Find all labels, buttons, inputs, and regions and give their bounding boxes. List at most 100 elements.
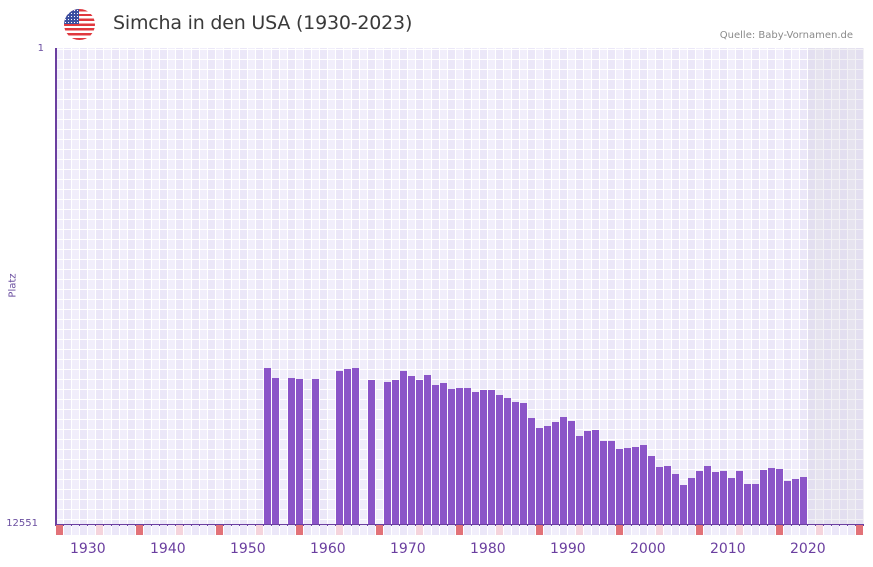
bar-2002[interactable]: [648, 456, 655, 524]
bar-2003[interactable]: [656, 467, 663, 524]
bar-2015[interactable]: [752, 484, 759, 524]
year-marker: [736, 525, 743, 535]
bar-1977[interactable]: [448, 389, 455, 524]
bar-1992[interactable]: [568, 421, 575, 524]
bar-1979[interactable]: [464, 388, 471, 524]
year-marker: [384, 525, 391, 535]
year-marker: [440, 525, 447, 535]
year-marker: [448, 525, 455, 535]
bar-2006[interactable]: [680, 485, 687, 524]
bar-2005[interactable]: [672, 474, 679, 524]
bar-2000[interactable]: [632, 447, 639, 524]
bar-1994[interactable]: [584, 431, 591, 524]
bar-1981[interactable]: [480, 390, 487, 524]
x-tick-2020: 2020: [790, 541, 826, 557]
year-marker: [320, 525, 327, 535]
bar-1996[interactable]: [600, 441, 607, 524]
x-tick-1990: 1990: [550, 541, 586, 557]
year-marker: [256, 525, 263, 535]
bar-1986[interactable]: [520, 403, 527, 524]
bar-2014[interactable]: [744, 484, 751, 524]
bar-1998[interactable]: [616, 449, 623, 524]
year-marker: [160, 525, 167, 535]
bar-1988[interactable]: [536, 428, 543, 524]
bar-2020[interactable]: [792, 479, 799, 524]
year-marker: [304, 525, 311, 535]
bar-1990[interactable]: [552, 422, 559, 524]
year-marker: [464, 525, 471, 535]
bar-1965[interactable]: [352, 368, 359, 524]
bar-2016[interactable]: [760, 470, 767, 524]
bar-2013[interactable]: [736, 471, 743, 524]
bar-1957[interactable]: [288, 378, 295, 524]
bar-2007[interactable]: [688, 478, 695, 524]
bar-1985[interactable]: [512, 402, 519, 524]
us-flag-icon: [64, 9, 95, 40]
year-marker: [432, 525, 439, 535]
bar-1995[interactable]: [592, 430, 599, 524]
year-marker: [608, 525, 615, 535]
bar-1975[interactable]: [432, 385, 439, 524]
bar-1997[interactable]: [608, 441, 615, 524]
year-marker: [480, 525, 487, 535]
bar-1969[interactable]: [384, 382, 391, 524]
bar-2012[interactable]: [728, 478, 735, 524]
bar-1987[interactable]: [528, 418, 535, 524]
year-marker: [800, 525, 807, 535]
y-axis-bottom-label: 12551: [6, 518, 38, 529]
bar-1970[interactable]: [392, 380, 399, 524]
bar-1991[interactable]: [560, 417, 567, 524]
bar-2019[interactable]: [784, 481, 791, 524]
bar-1999[interactable]: [624, 448, 631, 524]
bar-1980[interactable]: [472, 392, 479, 524]
bar-2011[interactable]: [720, 471, 727, 524]
bar-1982[interactable]: [488, 390, 495, 524]
year-marker: [280, 525, 287, 535]
bar-2004[interactable]: [664, 466, 671, 524]
year-marker: [72, 525, 79, 535]
bar-2018[interactable]: [776, 469, 783, 524]
bar-1976[interactable]: [440, 383, 447, 524]
year-marker: [512, 525, 519, 535]
bar-1954[interactable]: [264, 368, 271, 524]
source-credit: Quelle: Baby-Vornamen.de: [719, 30, 853, 41]
bar-1984[interactable]: [504, 398, 511, 524]
year-marker: [128, 525, 135, 535]
bar-1960[interactable]: [312, 379, 319, 524]
bar-2008[interactable]: [696, 471, 703, 524]
bar-1983[interactable]: [496, 395, 503, 524]
bar-1955[interactable]: [272, 378, 279, 524]
chart-title: Simcha in den USA (1930-2023): [113, 12, 413, 34]
y-axis-top-label: 1: [37, 43, 44, 54]
year-marker: [208, 525, 215, 535]
year-marker: [536, 525, 543, 535]
bar-1978[interactable]: [456, 388, 463, 524]
year-marker: [648, 525, 655, 535]
year-marker: [400, 525, 407, 535]
year-marker: [192, 525, 199, 535]
bar-1972[interactable]: [408, 376, 415, 524]
year-marker: [296, 525, 303, 535]
bar-2001[interactable]: [640, 445, 647, 524]
bar-1963[interactable]: [336, 371, 343, 524]
year-marker: [752, 525, 759, 535]
bar-2021[interactable]: [800, 477, 807, 524]
bar-1964[interactable]: [344, 369, 351, 524]
year-marker: [784, 525, 791, 535]
year-marker: [728, 525, 735, 535]
bar-2009[interactable]: [704, 466, 711, 524]
bar-2010[interactable]: [712, 472, 719, 524]
bar-1973[interactable]: [416, 380, 423, 524]
year-marker: [544, 525, 551, 535]
bar-1974[interactable]: [424, 375, 431, 524]
bar-1993[interactable]: [576, 436, 583, 524]
year-marker: [528, 525, 535, 535]
bar-1958[interactable]: [296, 379, 303, 524]
bar-1989[interactable]: [544, 426, 551, 524]
year-marker: [344, 525, 351, 535]
bar-2017[interactable]: [768, 468, 775, 524]
bar-1967[interactable]: [368, 380, 375, 524]
year-marker: [376, 525, 383, 535]
bar-1971[interactable]: [400, 371, 407, 524]
year-marker: [808, 525, 815, 535]
